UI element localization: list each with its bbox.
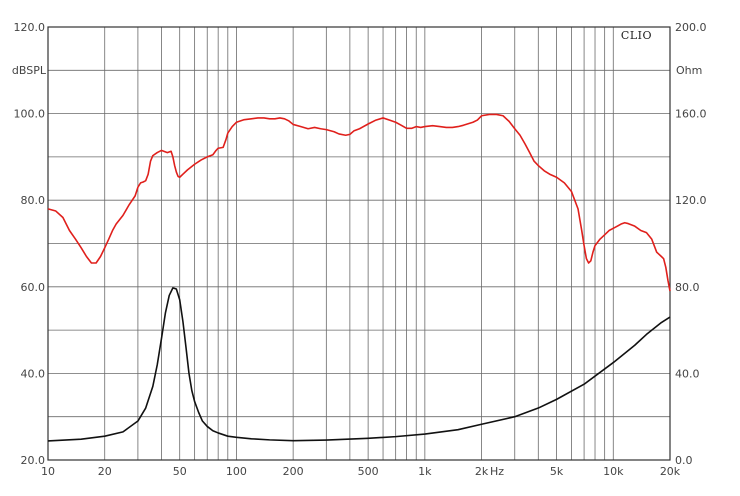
x-tick-label: 20k [660,465,681,478]
left-tick-label: 120.0 [14,21,46,34]
x-tick-label: 10 [41,465,55,478]
x-tick-label: 1k [418,465,432,478]
left-axis-tick-labels: 120.0 100.0 80.0 60.0 40.0 20.0 [14,21,46,467]
right-axis-unit: Ohm [676,64,702,77]
right-tick-label: 160.0 [675,108,707,121]
right-tick-label: 80.0 [675,281,700,294]
impedance-curve [47,287,671,442]
x-tick-label: 5k [550,465,564,478]
left-tick-label: 20.0 [21,454,46,467]
x-tick-label: 100 [226,465,247,478]
clio-brand-label: CLIO [621,29,652,42]
right-tick-label: 0.0 [675,454,693,467]
left-tick-label: 100.0 [14,108,46,121]
x-tick-label: 500 [358,465,379,478]
right-tick-label: 40.0 [675,367,700,380]
left-tick-label: 80.0 [21,194,46,207]
x-tick-label: 2k [475,465,489,478]
x-axis-tick-labels: 10 20 50 100 200 500 1k 2k 5k 10k 20k [41,465,681,478]
plot-frame [47,26,671,461]
right-tick-label: 200.0 [675,21,707,34]
x-tick-label: 50 [173,465,187,478]
x-tick-label: 20 [98,465,112,478]
x-axis-label: Hz [490,465,504,478]
left-axis-unit: dBSPL [12,64,47,77]
left-tick-label: 40.0 [21,367,46,380]
spl-curve [47,113,671,292]
grid [48,27,670,460]
right-axis-tick-labels: 200.0 160.0 120.0 80.0 40.0 0.0 [675,21,707,467]
right-tick-label: 120.0 [675,194,707,207]
x-tick-label: 10k [603,465,624,478]
x-tick-label: 200 [283,465,304,478]
left-tick-label: 60.0 [21,281,46,294]
series-layer [47,113,671,442]
